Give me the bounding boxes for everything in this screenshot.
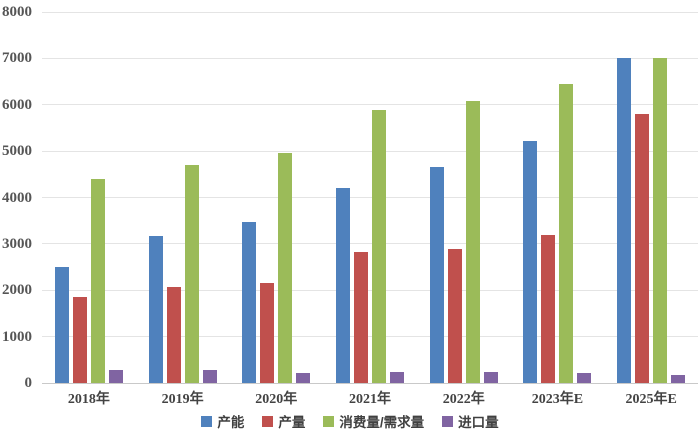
legend-item-consumption-demand: 消费量/需求量 — [323, 411, 424, 431]
bar-group-2021 — [323, 12, 417, 383]
bar-output-2023E — [541, 235, 556, 383]
gridline-6000 — [42, 104, 698, 106]
bar-capacity-2023E — [523, 141, 538, 383]
bar-group-2019 — [136, 12, 230, 383]
gridline-5000 — [42, 150, 698, 152]
bar-capacity-2022 — [429, 167, 444, 383]
y-axis-tick-labels: 0 1000 2000 3000 4000 5000 6000 7000 8000 — [0, 0, 36, 436]
y-tick-label-4000: 4000 — [2, 189, 32, 206]
bar-imports-2020 — [296, 373, 311, 383]
gridline-7000 — [42, 57, 698, 59]
bar-consumption-demand-2023E — [559, 84, 574, 383]
x-axis-category-labels: 2018年 2019年 2020年 2021年 2022年 2023年E 2025年E — [42, 388, 698, 408]
x-label-2025E: 2025年E — [625, 392, 677, 407]
bar-group-2025E — [604, 12, 698, 383]
legend-label: 产能 — [217, 415, 245, 430]
bar-consumption-demand-2018 — [90, 179, 105, 383]
y-tick-label-2000: 2000 — [2, 282, 32, 299]
bar-consumption-demand-2022 — [465, 101, 480, 383]
bar-capacity-2021 — [336, 188, 351, 383]
legend-swatch-icon — [201, 415, 213, 427]
bar-capacity-2020 — [242, 222, 257, 383]
bar-imports-2022 — [483, 372, 498, 383]
x-label-2022: 2022年 — [442, 392, 485, 407]
bar-imports-2021 — [390, 372, 405, 383]
y-tick-label-3000: 3000 — [2, 235, 32, 252]
bar-output-2019 — [166, 287, 181, 383]
bar-consumption-demand-2021 — [372, 110, 387, 383]
gridline-8000 — [42, 11, 698, 13]
plot-area — [42, 11, 698, 384]
y-tick-label-1000: 1000 — [2, 328, 32, 345]
bar-output-2018 — [72, 297, 87, 383]
bar-group-2020 — [229, 12, 323, 383]
y-tick-label-0: 0 — [24, 375, 33, 391]
legend-label: 进口量 — [458, 415, 499, 430]
legend-swatch-icon — [262, 415, 274, 427]
bar-imports-2018 — [108, 370, 123, 383]
legend-label: 消费量/需求量 — [339, 415, 425, 430]
bar-group-2022 — [417, 12, 511, 383]
bar-imports-2023E — [577, 373, 592, 383]
y-tick-label-5000: 5000 — [2, 143, 32, 160]
legend-swatch-icon — [442, 415, 454, 427]
legend-item-capacity: 产能 — [201, 411, 244, 431]
x-axis-line — [42, 382, 698, 384]
bar-group-2023E — [511, 12, 605, 383]
gridline-1000 — [42, 336, 698, 338]
bar-capacity-2025E — [617, 58, 632, 383]
gridline-2000 — [42, 289, 698, 291]
bar-consumption-demand-2019 — [184, 165, 199, 383]
bar-consumption-demand-2025E — [653, 58, 668, 383]
bar-consumption-demand-2020 — [278, 153, 293, 383]
gridline-3000 — [42, 243, 698, 245]
x-label-2019: 2019年 — [161, 392, 204, 407]
bar-output-2020 — [260, 283, 275, 383]
legend-item-output: 产量 — [262, 411, 305, 431]
y-tick-label-8000: 8000 — [2, 4, 32, 20]
x-label-2021: 2021年 — [349, 392, 392, 407]
x-label-2018: 2018年 — [67, 392, 110, 407]
bar-output-2025E — [635, 114, 650, 383]
x-label-2023E: 2023年E — [531, 392, 584, 407]
legend: 产能 产量 消费量/需求量 进口量 — [0, 410, 700, 432]
gridline-4000 — [42, 197, 698, 198]
bar-capacity-2018 — [54, 267, 69, 383]
bar-output-2022 — [447, 249, 462, 383]
legend-swatch-icon — [323, 415, 335, 427]
bar-imports-2019 — [202, 370, 217, 383]
y-tick-label-6000: 6000 — [2, 96, 32, 113]
bar-capacity-2019 — [148, 236, 163, 383]
legend-item-imports: 进口量 — [442, 411, 499, 431]
legend-label: 产量 — [278, 415, 306, 430]
bar-imports-2025E — [671, 375, 686, 383]
bar-group-2018 — [42, 12, 136, 383]
bar-groups — [42, 12, 698, 383]
bar-output-2021 — [354, 252, 369, 383]
x-label-2020: 2020年 — [255, 392, 298, 407]
y-tick-label-7000: 7000 — [2, 50, 32, 67]
